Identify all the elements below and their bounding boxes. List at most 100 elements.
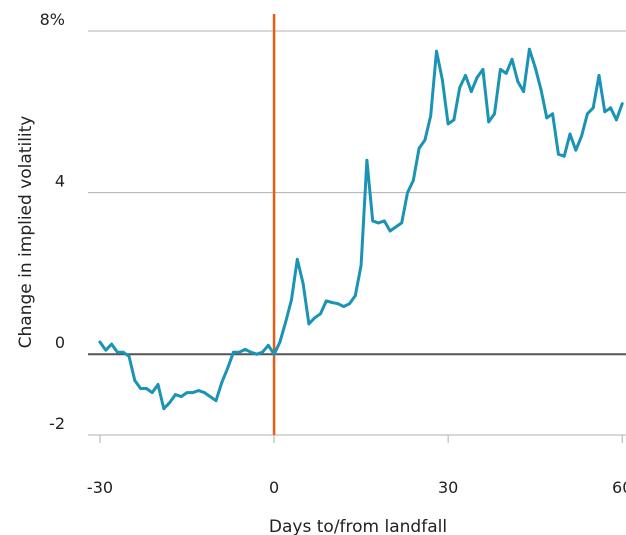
data-point [284, 320, 288, 324]
data-point [533, 65, 537, 69]
data-point [435, 49, 438, 53]
y-tick-label: 4 [55, 172, 65, 191]
data-point [156, 383, 160, 386]
data-point [319, 312, 322, 316]
data-point [469, 90, 473, 93]
data-point [208, 395, 212, 399]
data-point [417, 146, 421, 150]
data-point [522, 90, 525, 93]
data-point [400, 221, 404, 225]
y-tick-label: -2 [49, 414, 65, 433]
data-point [243, 347, 247, 351]
data-point [406, 191, 409, 195]
data-point [191, 391, 195, 394]
data-point [452, 118, 456, 122]
data-point [342, 305, 346, 308]
data-point [371, 219, 375, 223]
data-point [179, 395, 183, 399]
data-point [261, 350, 264, 354]
data-point [348, 302, 351, 306]
data-point [98, 340, 102, 344]
data-point [116, 350, 119, 354]
data-point [545, 116, 549, 120]
data-point [487, 120, 491, 124]
data-point [203, 391, 206, 394]
data-point [162, 407, 166, 411]
series-layer [98, 47, 624, 411]
data-point [411, 179, 415, 182]
data-point [330, 301, 334, 304]
data-point [516, 80, 520, 83]
data-point [510, 57, 514, 61]
data-point [214, 399, 218, 403]
data-point [278, 340, 282, 344]
data-point [150, 391, 154, 394]
data-point [313, 316, 317, 320]
data-point [139, 387, 143, 390]
data-point [324, 299, 328, 303]
data-point [527, 47, 531, 51]
data-point [110, 342, 114, 346]
data-point [603, 110, 607, 114]
data-point [568, 132, 572, 136]
data-point [481, 67, 485, 71]
data-point [255, 352, 259, 356]
data-point [133, 379, 137, 382]
data-point [498, 67, 502, 71]
data-point [272, 352, 276, 356]
data-point [266, 343, 270, 347]
data-point [220, 381, 224, 384]
data-point [609, 106, 612, 110]
x-tick-label: 0 [269, 478, 279, 497]
gridlines [88, 30, 626, 436]
data-point [290, 298, 293, 302]
data-point [174, 393, 177, 396]
data-point [353, 294, 357, 298]
data-point [551, 112, 554, 116]
data-point [620, 102, 624, 106]
data-point [307, 322, 311, 326]
y-tick-labels: 8% 4 0 -2 [40, 10, 65, 433]
data-point [127, 354, 131, 358]
data-point [365, 158, 369, 162]
data-point [359, 263, 363, 267]
data-point [504, 72, 508, 75]
data-point [597, 74, 601, 77]
data-point [145, 387, 148, 390]
data-point [440, 78, 444, 81]
data-point [185, 391, 189, 394]
data-point [464, 74, 467, 77]
data-point [475, 76, 479, 79]
data-point [574, 148, 578, 152]
x-tick-label: 60 [612, 478, 626, 497]
data-point [539, 88, 543, 91]
x-tick-label: 30 [438, 478, 458, 497]
data-point [168, 401, 172, 405]
data-point [556, 152, 560, 156]
y-tick-label: 0 [55, 333, 65, 352]
data-point [585, 112, 589, 116]
data-point [591, 106, 595, 110]
data-point [104, 348, 108, 352]
data-point [121, 350, 125, 354]
data-point [197, 389, 201, 392]
data-point [336, 302, 340, 306]
data-point [562, 154, 566, 158]
data-point [295, 257, 299, 261]
data-point [429, 114, 433, 118]
data-point [458, 86, 462, 89]
x-axis-title: Days to/from landfall [269, 517, 447, 535]
data-point [446, 122, 450, 126]
data-point [388, 229, 392, 233]
data-point [226, 366, 230, 370]
data-point [394, 225, 398, 229]
data-point [377, 221, 380, 225]
data-point [237, 350, 241, 354]
y-axis-title: Change in implied volatility [16, 116, 36, 349]
y-tick-label: 8% [40, 10, 65, 29]
data-point [580, 134, 583, 138]
data-point [382, 219, 386, 223]
data-point [232, 350, 235, 354]
data-point [301, 282, 305, 285]
